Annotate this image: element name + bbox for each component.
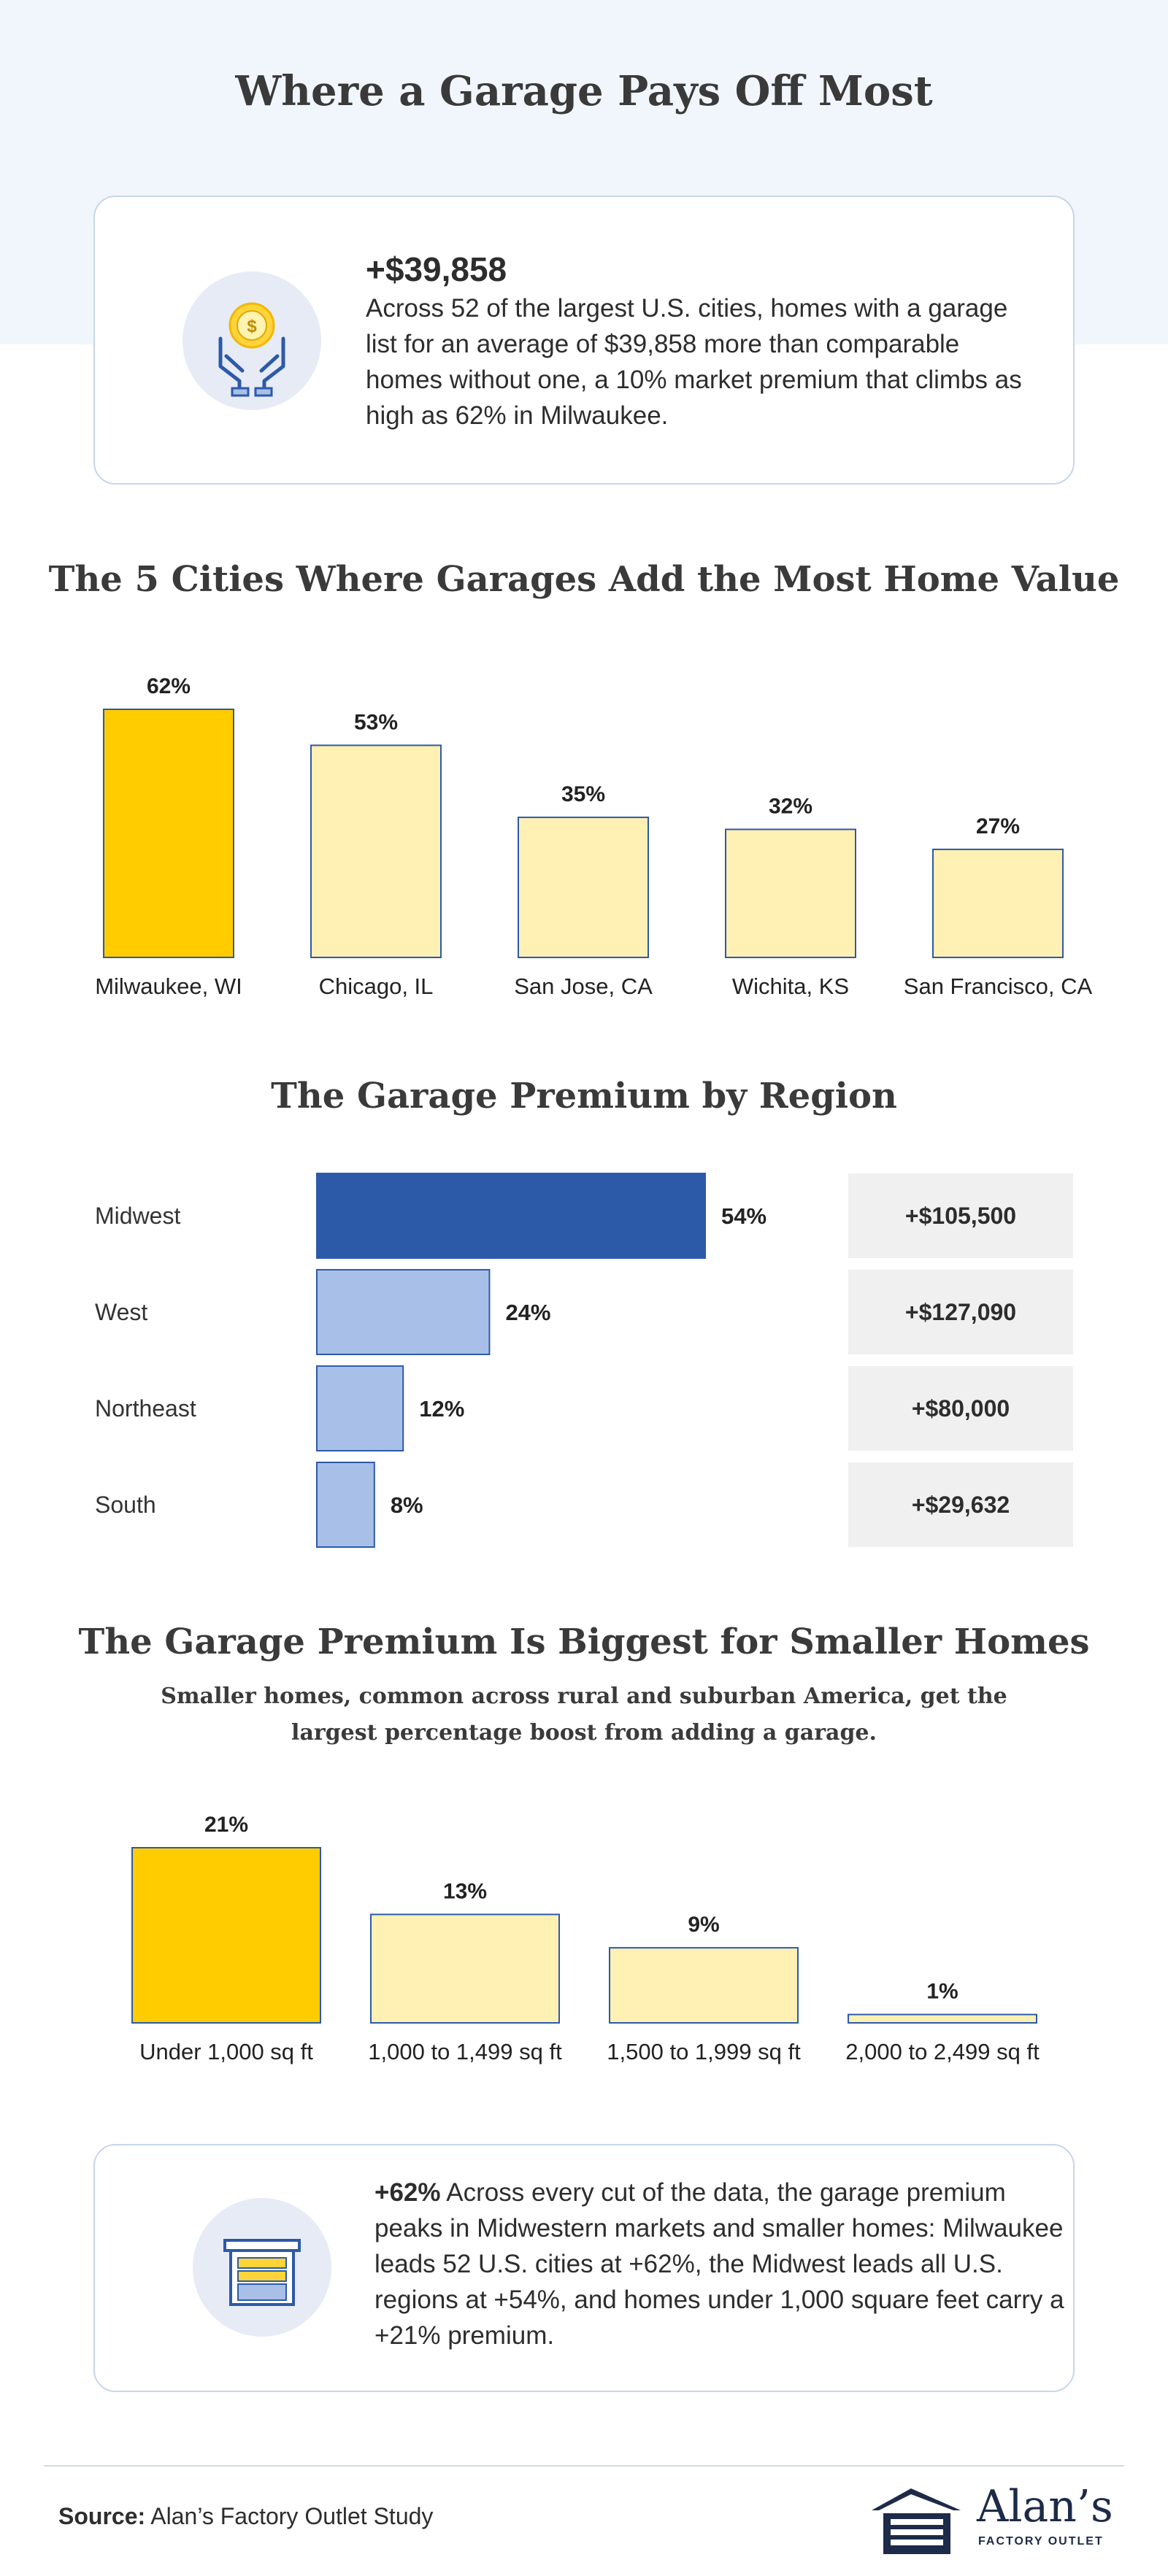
region-value-label: 24% bbox=[505, 1300, 550, 1325]
brand-logo[interactable]: Alan’s FACTORY OUTLET bbox=[867, 2481, 1115, 2554]
region-premium-badge: +$29,632 bbox=[848, 1462, 1073, 1547]
bar-0 bbox=[103, 709, 234, 958]
region-value-label: 12% bbox=[419, 1396, 464, 1422]
region-label: West bbox=[95, 1299, 147, 1325]
footer-divider bbox=[44, 2465, 1124, 2467]
region-value-label: 8% bbox=[391, 1492, 423, 1518]
region-bar-2 bbox=[316, 1365, 404, 1451]
bar-value-label: 32% bbox=[769, 795, 812, 819]
category-label: 2,000 to 2,499 sq ft bbox=[845, 2039, 1040, 2064]
region-label: Northeast bbox=[95, 1395, 196, 1422]
category-label: Under 1,000 sq ft bbox=[139, 2039, 313, 2064]
source-text: Alan’s Factory Outlet Study bbox=[145, 2503, 434, 2529]
bar-value-label: 21% bbox=[204, 1813, 248, 1837]
summary-body: Across every cut of the data, the garage… bbox=[374, 2178, 1064, 2350]
category-label: Chicago, IL bbox=[319, 973, 434, 999]
bar-value-label: 1% bbox=[926, 1980, 958, 2004]
region-value-label: 54% bbox=[721, 1203, 766, 1229]
summary-card: +62% Across every cut of the data, the g… bbox=[93, 2144, 1075, 2392]
category-label: 1,000 to 1,499 sq ft bbox=[368, 2039, 562, 2064]
summary-text: +62% Across every cut of the data, the g… bbox=[374, 2175, 1068, 2353]
highlight-value: +$39,858 bbox=[366, 250, 507, 288]
size-section-subtitle: Smaller homes, common across rural and s… bbox=[161, 1684, 1007, 1746]
bar-3 bbox=[725, 828, 856, 959]
hands-coin-icon: $ bbox=[182, 271, 321, 410]
garage-door-icon bbox=[193, 2198, 331, 2337]
highlight-card: $ +$39,858 Across 52 of the largest U.S.… bbox=[93, 196, 1075, 485]
source-label: Source: bbox=[58, 2503, 146, 2529]
region-label: South bbox=[95, 1492, 156, 1518]
cities-bar-chart: 62% Milwaukee, WI 53% Chicago, IL 35% San Jos… bbox=[95, 674, 1093, 999]
bar-value-label: 53% bbox=[354, 710, 398, 734]
highlight-text: Across 52 of the largest U.S. cities, ho… bbox=[366, 294, 1022, 430]
region-bar-1 bbox=[316, 1269, 491, 1355]
region-premium-badge: +$80,000 bbox=[848, 1366, 1073, 1451]
category-label: San Jose, CA bbox=[514, 973, 653, 999]
cities-section-title: The 5 Cities Where Garages Add the Most … bbox=[48, 559, 1120, 600]
bar-2 bbox=[518, 817, 649, 958]
bar-value-label: 13% bbox=[443, 1879, 487, 1903]
logo-name: Alan’s bbox=[977, 2481, 1113, 2532]
bar-1 bbox=[370, 1913, 560, 2024]
page-title: Where a Garage Pays Off Most bbox=[235, 67, 933, 115]
region-bar-3 bbox=[316, 1462, 375, 1548]
bar-3 bbox=[848, 2013, 1037, 2024]
category-label: Wichita, KS bbox=[732, 973, 849, 999]
region-premium-badge: +$127,090 bbox=[848, 1270, 1073, 1354]
logo-tagline: FACTORY OUTLET bbox=[978, 2535, 1104, 2548]
region-section-title: The Garage Premium by Region bbox=[271, 1076, 897, 1117]
region-bar-chart: Midwest 54% West 24% Northeast 12% South 8% bbox=[95, 1173, 766, 1548]
category-label: Milwaukee, WI bbox=[95, 973, 242, 999]
bar-0 bbox=[131, 1847, 321, 2024]
source-note: Source: Alan’s Factory Outlet Study bbox=[58, 2503, 433, 2530]
size-bar-chart: 21% Under 1,000 sq ft 13% 1,000 to 1,499 sq… bbox=[131, 1813, 1040, 2064]
category-label: 1,500 to 1,999 sq ft bbox=[607, 2039, 801, 2064]
garage-logo-icon bbox=[872, 2488, 961, 2554]
svg-text:$: $ bbox=[247, 317, 257, 336]
bar-value-label: 27% bbox=[976, 814, 1020, 838]
bar-1 bbox=[310, 744, 442, 959]
category-label: San Francisco, CA bbox=[904, 973, 1093, 999]
bar-value-label: 9% bbox=[688, 1913, 719, 1937]
region-premium-badge: +$105,500 bbox=[848, 1173, 1073, 1258]
bar-value-label: 62% bbox=[147, 674, 191, 698]
region-bar-0 bbox=[316, 1173, 706, 1259]
size-section-title: The Garage Premium Is Biggest for Smalle… bbox=[78, 1621, 1090, 1662]
bar-4 bbox=[932, 848, 1064, 958]
region-label: Midwest bbox=[95, 1203, 180, 1229]
bar-2 bbox=[609, 1947, 799, 2024]
summary-value: +62% bbox=[374, 2178, 441, 2207]
bar-value-label: 35% bbox=[561, 782, 605, 806]
